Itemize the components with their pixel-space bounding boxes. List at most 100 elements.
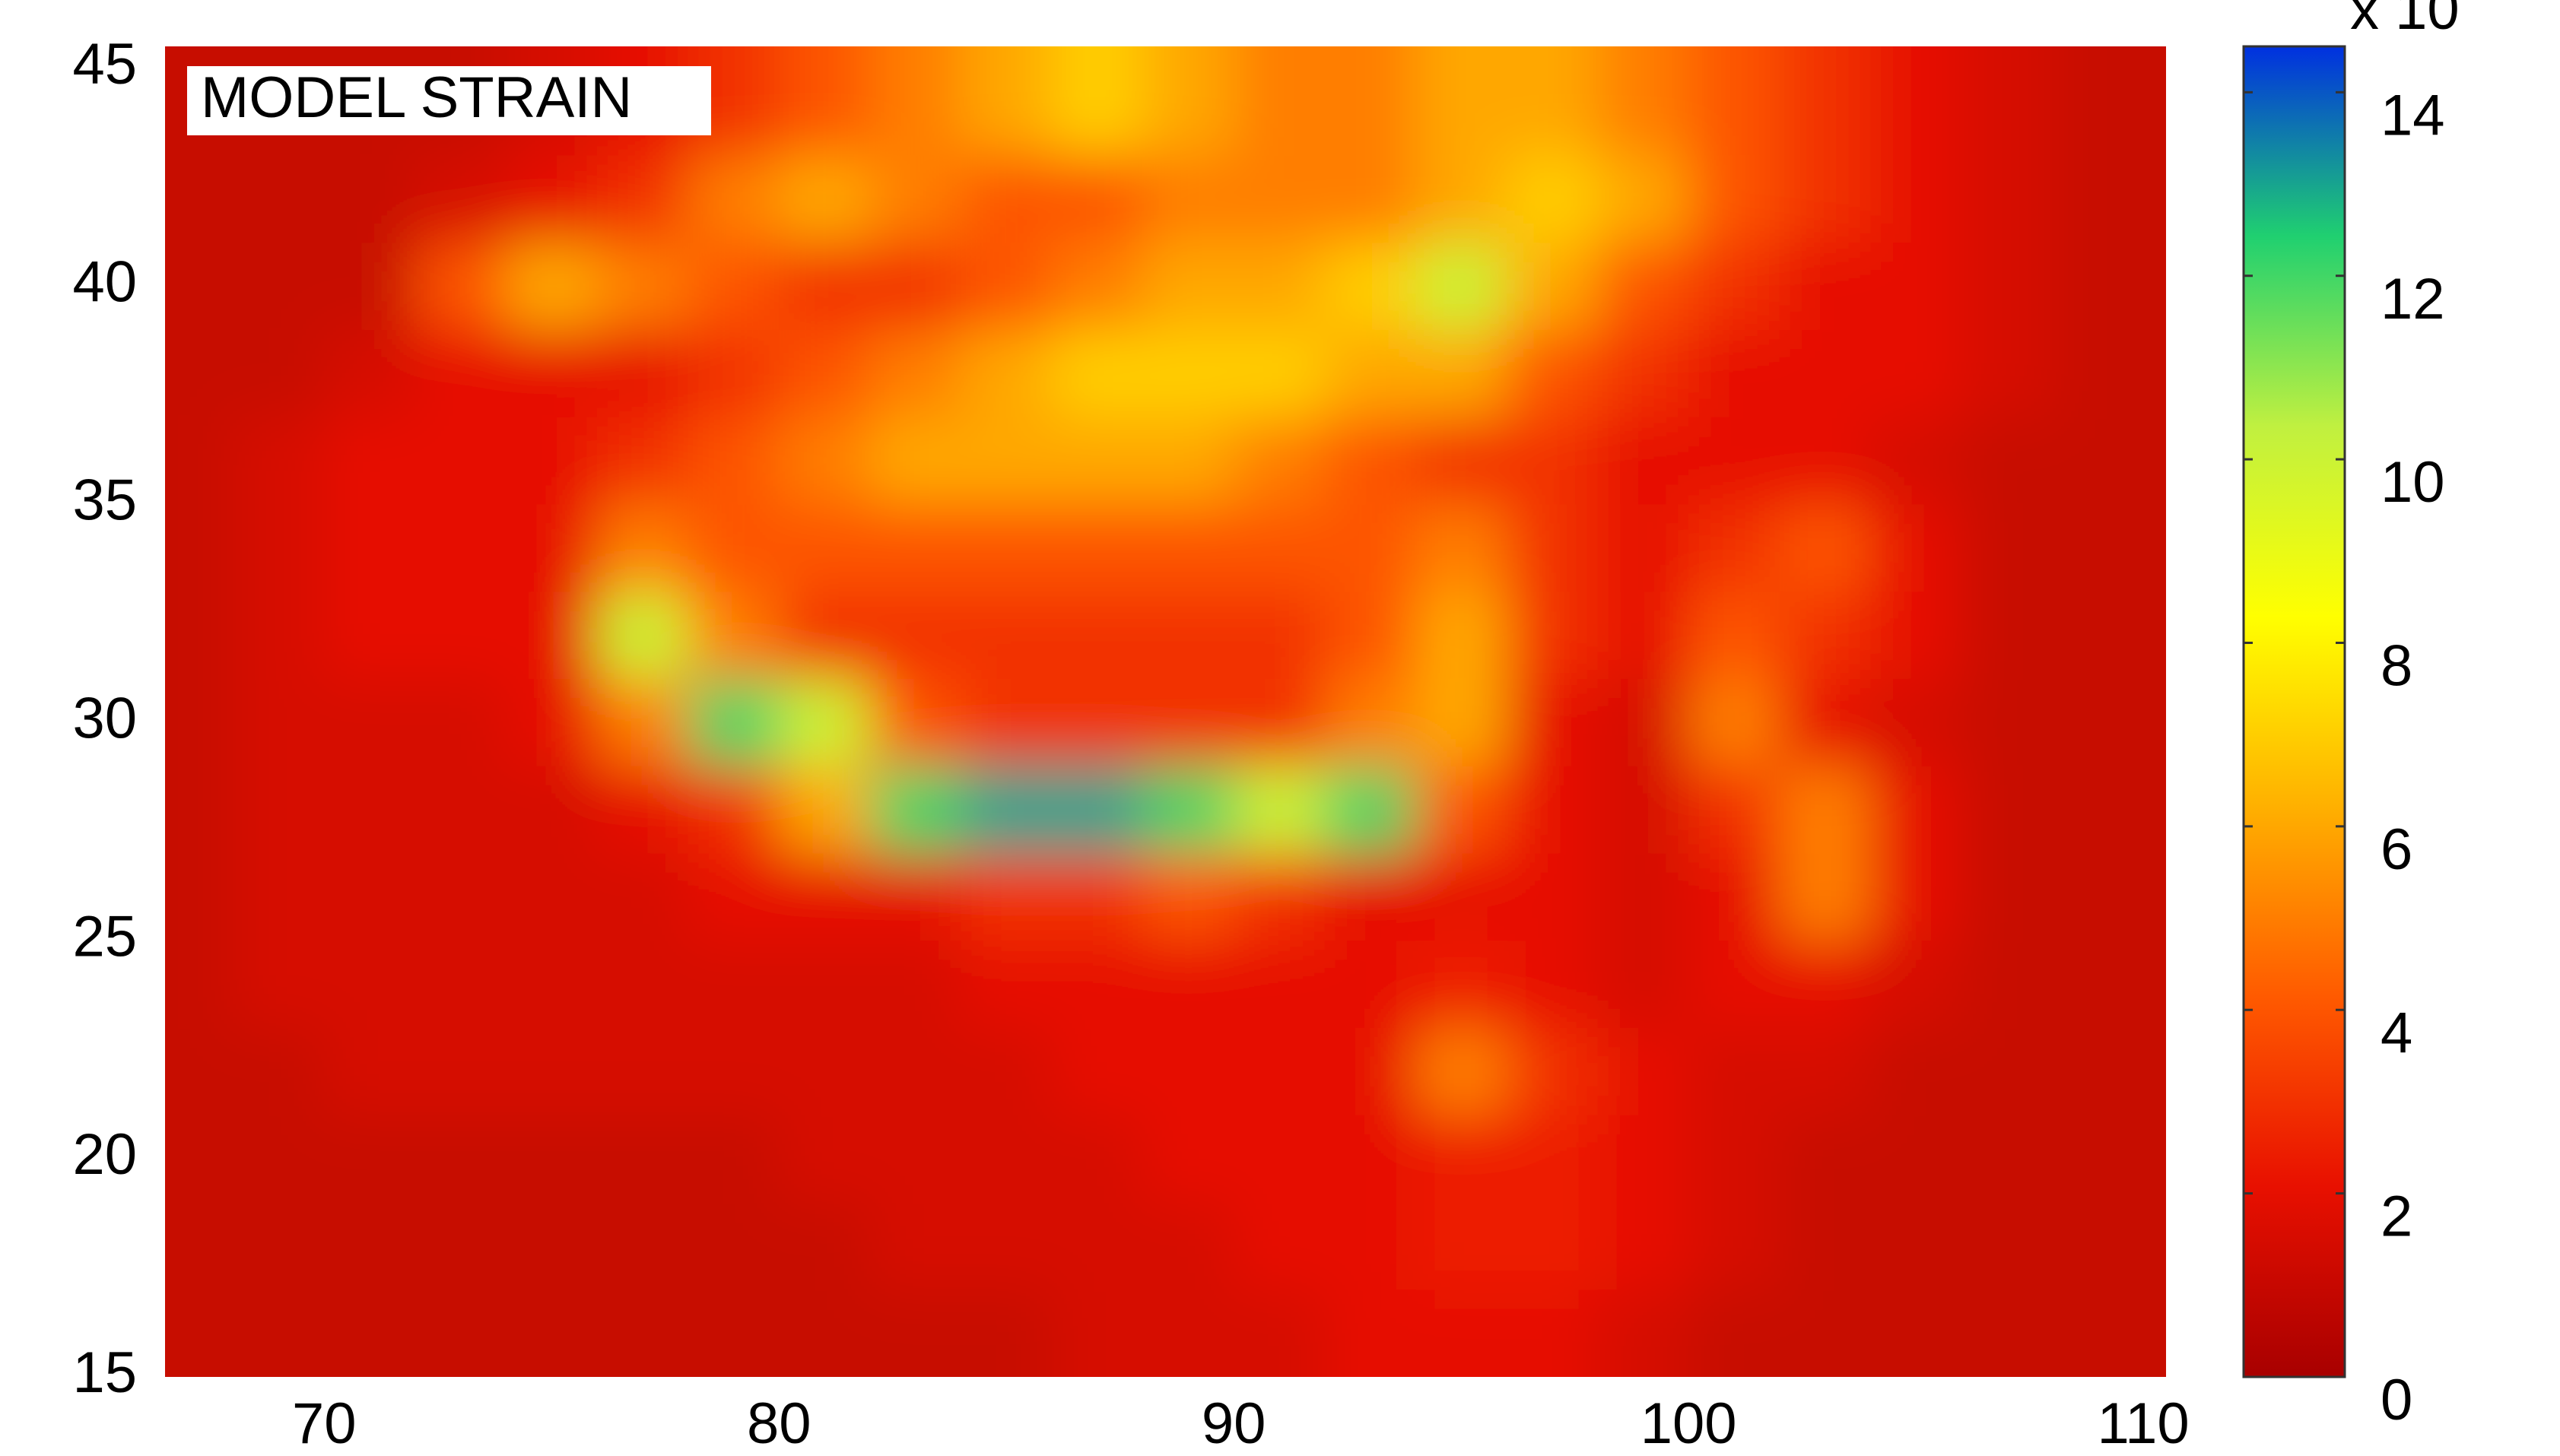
colorbar [2242,45,2346,1378]
heatmap-cell [2052,329,2166,418]
heatmap-cell [869,1289,962,1377]
heatmap-cell [233,1115,326,1204]
heatmap-cell [1506,592,1599,680]
heatmap-cell [1052,1027,1144,1116]
heatmap-cell [779,1115,871,1204]
heatmap-cell [414,1202,507,1291]
heatmap-cell [1234,504,1326,593]
heatmap-cell [233,853,326,942]
heatmap-cell [688,1027,780,1116]
heatmap-cell [1779,941,1872,1029]
heatmap-cell [1415,592,1507,680]
heatmap-cell [961,1115,1053,1204]
heatmap-cell [2052,941,2166,1029]
heatmap-cell [1870,243,1962,331]
heatmap-cell [1142,592,1235,680]
heatmap-cell [1597,504,1690,593]
heatmap-cell [1870,329,1962,418]
heatmap-cell [1506,1027,1599,1116]
y-tick-label: 15 [72,1340,137,1405]
heatmap-cell [1324,504,1417,593]
heatmap-cell [1506,504,1599,593]
heatmap-cell [869,1115,962,1204]
heatmap-cell [1506,155,1599,244]
heatmap-cell [961,766,1053,855]
heatmap-cell [506,941,599,1029]
heatmap-cell [233,417,326,506]
heatmap-cell [233,1027,326,1116]
heatmap-cell [1688,941,1780,1029]
heatmap-cell [1052,243,1144,331]
heatmap-cell [2052,243,2166,331]
heatmap-cell [1415,1115,1507,1204]
heatmap-cell [1779,417,1872,506]
heatmap-cell [1597,1115,1690,1204]
heatmap-cell [1142,1115,1235,1204]
heatmap-cell [1142,329,1235,418]
heatmap-cell [688,678,780,767]
heatmap-cell [688,243,780,331]
heatmap-cell [779,504,871,593]
heatmap-cell [1234,155,1326,244]
heatmap-cell [1961,504,2053,593]
heatmap-cell [961,243,1053,331]
heatmap-cell [165,941,234,1029]
heatmap-cell [414,766,507,855]
heatmap-cell [779,155,871,244]
heatmap-cell [2052,155,2166,244]
heatmap-cell [165,1289,234,1377]
heatmap-cell [506,1115,599,1204]
heatmap-cell [688,853,780,942]
heatmap-cell [2052,1289,2166,1377]
heatmap-cell [414,592,507,680]
heatmap-cell [779,46,871,157]
heatmap-cell [869,46,962,157]
heatmap-cell [324,504,416,593]
heatmap-cell [1688,1115,1780,1204]
heatmap-cell [506,1027,599,1116]
heatmap-cell [165,1027,234,1116]
heatmap-cell [1142,504,1235,593]
colorbar-tick-label: 10 [2381,450,2445,515]
heatmap-cell [1688,155,1780,244]
heatmap-cell [688,766,780,855]
heatmap-cell [869,243,962,331]
heatmap-cell [1506,1115,1599,1204]
heatmap-cell [324,1027,416,1116]
heatmap-cell [688,504,780,593]
heatmap-cell [1961,1289,2053,1377]
heatmap-cell [506,243,599,331]
heatmap-cell [1961,766,2053,855]
heatmap-cell [1688,417,1780,506]
heatmap-cell [1324,243,1417,331]
heatmap-cell [1506,243,1599,331]
heatmap-cell [414,155,507,244]
heatmap-cell [1870,678,1962,767]
heatmap-cell [1052,504,1144,593]
heatmap-cell [1415,504,1507,593]
colorbar-tick-label: 2 [2381,1185,2412,1249]
heatmap-cell [233,766,326,855]
heatmap-cell [961,678,1053,767]
heatmap-cell [506,1202,599,1291]
heatmap-cell [1961,678,2053,767]
heatmap-cell [233,678,326,767]
heatmap-cell [779,1202,871,1291]
heatmap-cell [1324,329,1417,418]
heatmap-cell [1597,243,1690,331]
heatmap-cell [1142,1202,1235,1291]
heatmap-cell [1688,1027,1780,1116]
heatmap-cell [1688,504,1780,593]
heatmap-cell [1052,941,1144,1029]
heatmap-cell [324,1202,416,1291]
heatmap-cell [1870,504,1962,593]
heatmap-cell [597,1115,689,1204]
heatmap-cell [1415,243,1507,331]
heatmap-cell [688,941,780,1029]
heatmap-cell [165,417,234,506]
colorbar-label: x 10 [2350,0,2460,42]
heatmap-cell [1052,417,1144,506]
heatmap-cell [165,243,234,331]
heatmap-cell [1142,941,1235,1029]
heatmap-cell [414,941,507,1029]
